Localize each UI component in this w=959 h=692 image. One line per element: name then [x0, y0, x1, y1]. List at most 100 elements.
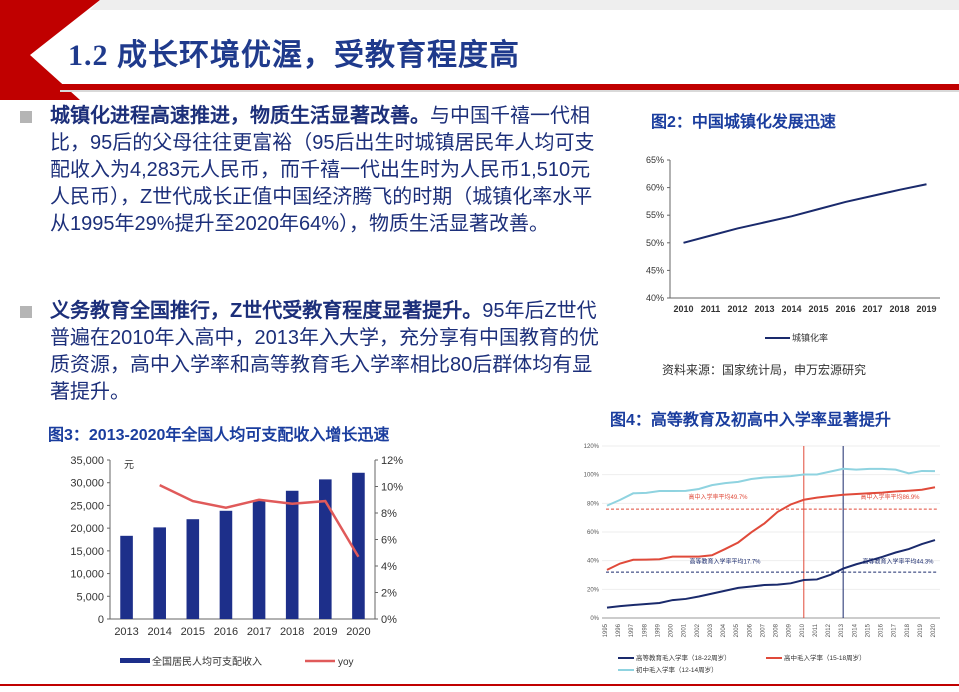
urbanization-chart: 40% 45% 50% 55% 60% 65% 2010 2011 2012 2013 2014 20…: [646, 155, 940, 343]
bar-2019: [319, 479, 332, 619]
banner-red-chevron: [0, 0, 100, 100]
legend-label-bar: 全国居民人均可支配收入: [152, 655, 262, 668]
x-tick-label: 2000: [669, 623, 675, 637]
right-tick-label: 4%: [381, 561, 397, 573]
x-tick-label: 1997: [629, 623, 635, 637]
y-tick-label: 55%: [646, 210, 664, 220]
series-line-higher-ed: [606, 539, 936, 609]
paragraph-body: 95年后Z世代普遍在2010年入高中，2013年入大学，充分享有中国教育的优质资…: [50, 300, 599, 403]
x-tick-label: 2014: [852, 623, 858, 637]
y-tick-label: 40%: [587, 559, 600, 565]
x-tick-label: 2001: [682, 623, 688, 637]
banner-underline-grey: [60, 90, 959, 92]
x-tick-label: 2016: [835, 304, 855, 314]
legend-swatch-bar: [120, 658, 150, 663]
right-tick-label: 10%: [381, 482, 403, 494]
legend-label-jh: 初中毛入学率（12-14周岁）: [636, 665, 718, 674]
fig4-title: 图4：高等教育及初高中入学率显著提升: [610, 412, 891, 429]
bullet-icon: [20, 111, 32, 123]
x-tick-label: 2005: [734, 623, 740, 637]
left-tick-label: 25,000: [70, 500, 104, 512]
page-title: 1.2 成长环境优渥，受教育程度高: [68, 39, 520, 72]
x-tick-label: 2013: [754, 304, 774, 314]
right-tick-label: 2%: [381, 588, 397, 600]
x-tick-label: 2013: [114, 626, 138, 638]
x-tick-label: 2009: [787, 623, 793, 637]
x-tick-label: 2008: [774, 623, 780, 637]
x-tick-label: 2013: [839, 623, 845, 637]
annotation-he-late: 高等教育入学率平均44.3%: [862, 558, 934, 566]
annotation-he-early: 高等教育入学率平均17.7%: [689, 558, 761, 566]
x-tick-label: 2011: [701, 304, 721, 314]
left-tick-label: 15,000: [70, 546, 104, 558]
x-tick-label: 2014: [781, 304, 801, 314]
x-tick-label: 2018: [889, 304, 909, 314]
y-tick-label: 50%: [646, 238, 664, 248]
source-note: 资料来源：国家统计局，申万宏源研究: [662, 363, 867, 377]
x-tick-label: 2020: [931, 623, 937, 637]
left-tick-label: 5,000: [76, 591, 104, 603]
bullet-icon: [20, 306, 32, 318]
x-tick-label: 2007: [760, 623, 766, 637]
x-tick-label: 2019: [313, 626, 337, 638]
x-tick-label: 2010: [673, 304, 693, 314]
paragraph-lead: 义务教育全国推行，Z世代受教育程度显著提升。: [50, 300, 483, 322]
y-tick-label: 45%: [646, 265, 664, 275]
left-tick-label: 30,000: [70, 478, 104, 490]
x-tick-label: 2019: [918, 623, 924, 637]
x-tick-label: 1999: [655, 623, 661, 637]
x-tick-label: 2006: [747, 623, 753, 637]
x-tick-label: 2002: [695, 623, 701, 637]
x-tick-label: 2017: [247, 626, 271, 638]
x-tick-label: 2016: [879, 623, 885, 637]
y-tick-label: 100%: [584, 473, 600, 479]
x-tick-label: 1996: [616, 623, 622, 637]
x-tick-label: 2019: [916, 304, 936, 314]
series-line-high-school: [606, 486, 936, 571]
x-tick-label: 1995: [603, 623, 609, 637]
y-tick-label: 40%: [646, 293, 664, 303]
x-tick-label: 2004: [721, 623, 727, 637]
bar-2014: [153, 527, 166, 619]
legend-label-yoy: yoy: [338, 657, 354, 668]
bar-2018: [285, 490, 299, 619]
y-tick-label: 20%: [587, 587, 600, 593]
x-tick-label: 2020: [346, 626, 370, 638]
x-tick-label: 2017: [862, 304, 882, 314]
x-tick-label: 2018: [280, 626, 304, 638]
left-tick-label: 20,000: [70, 523, 104, 535]
x-tick-label: 2018: [905, 623, 911, 637]
bottom-rule: [0, 684, 959, 686]
legend-label-he: 高等教育毛入学率（18-22周岁）: [636, 653, 731, 662]
x-tick-label: 2015: [865, 623, 871, 637]
y-tick-label: 80%: [587, 501, 600, 507]
paragraph-education: 义务教育全国推行，Z世代受教育程度显著提升。95年后Z世代普遍在2010年入高中…: [20, 298, 610, 406]
x-tick-label: 2015: [181, 626, 205, 638]
y-tick-label: 60%: [646, 183, 664, 193]
right-tick-label: 12%: [381, 455, 403, 467]
x-tick-label: 2003: [708, 623, 714, 637]
x-tick-label: 2012: [727, 304, 747, 314]
bar-2016: [219, 510, 233, 619]
title-banner: [0, 0, 959, 100]
annotation-hs-early: 高中入学率平均49.7%: [688, 493, 748, 501]
annotation-hs-late: 高中入学率平均86.9%: [860, 493, 920, 501]
paragraph-lead: 城镇化进程高速推进，物质生活显著改善。: [50, 105, 430, 127]
right-tick-label: 8%: [381, 508, 397, 520]
enrollment-chart: 0% 20% 40% 60% 80% 100% 120% 1995 1996 1997 1998 19…: [584, 444, 940, 674]
fig2-title: 图2：中国城镇化发展迅速: [651, 114, 836, 131]
bar-2013: [120, 535, 133, 619]
x-tick-label: 2016: [214, 626, 238, 638]
bar-2017: [252, 501, 266, 619]
x-tick-label: 2015: [808, 304, 828, 314]
x-tick-label: 2011: [813, 623, 819, 637]
legend-label-hs: 高中毛入学率（15-18周岁）: [784, 653, 866, 662]
left-tick-label: 0: [98, 614, 104, 626]
y-tick-label: 120%: [584, 444, 600, 450]
x-tick-label: 2017: [892, 623, 898, 637]
paragraph-urbanization: 城镇化进程高速推进，物质生活显著改善。与中国千禧一代相比，95后的父母往往更富裕…: [20, 103, 610, 238]
y-tick-label: 60%: [587, 530, 600, 536]
x-tick-label: 2010: [800, 623, 806, 637]
left-tick-label: 35,000: [70, 455, 104, 467]
y-tick-label: 65%: [646, 155, 664, 165]
